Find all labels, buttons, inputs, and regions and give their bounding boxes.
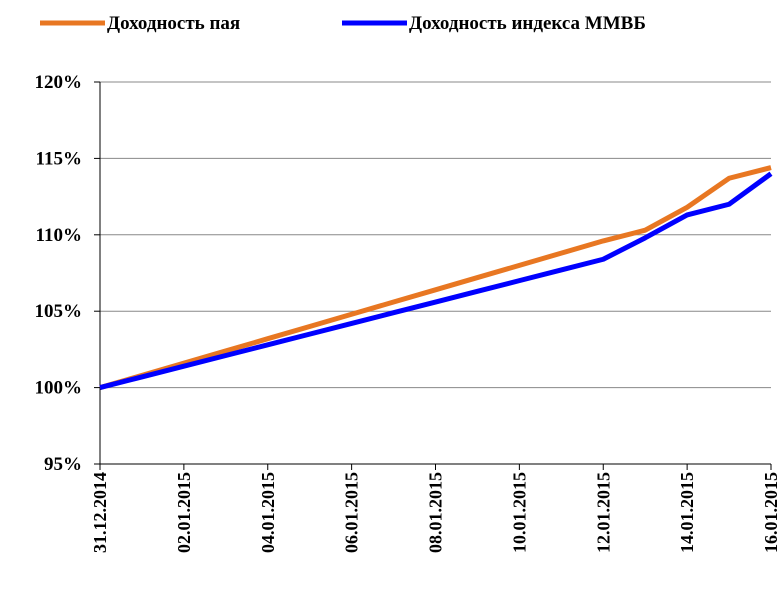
x-tick-label: 12.01.2015 bbox=[593, 472, 613, 553]
y-tick-label: 120% bbox=[35, 72, 83, 93]
x-tick-label: 02.01.2015 bbox=[174, 472, 194, 553]
y-tick-label: 110% bbox=[36, 225, 82, 246]
x-tick-label: 31.12.2014 bbox=[90, 472, 110, 553]
x-tick-label: 14.01.2015 bbox=[677, 472, 697, 553]
x-tick-label: 16.01.2015 bbox=[761, 472, 781, 553]
x-tick-label: 08.01.2015 bbox=[426, 472, 446, 553]
y-tick-label: 100% bbox=[35, 378, 83, 399]
y-tick-label: 105% bbox=[35, 301, 83, 322]
y-tick-label: 115% bbox=[36, 148, 82, 169]
x-tick-label: 06.01.2015 bbox=[342, 472, 362, 553]
x-tick-label: 10.01.2015 bbox=[509, 472, 529, 553]
legend-label: Доходность пая bbox=[107, 13, 240, 34]
series-line bbox=[99, 165, 772, 391]
x-tick-label: 04.01.2015 bbox=[258, 472, 278, 553]
series-line bbox=[99, 171, 773, 391]
y-tick-label: 95% bbox=[44, 454, 82, 475]
legend-label: Доходность индекса ММВБ bbox=[409, 13, 646, 34]
